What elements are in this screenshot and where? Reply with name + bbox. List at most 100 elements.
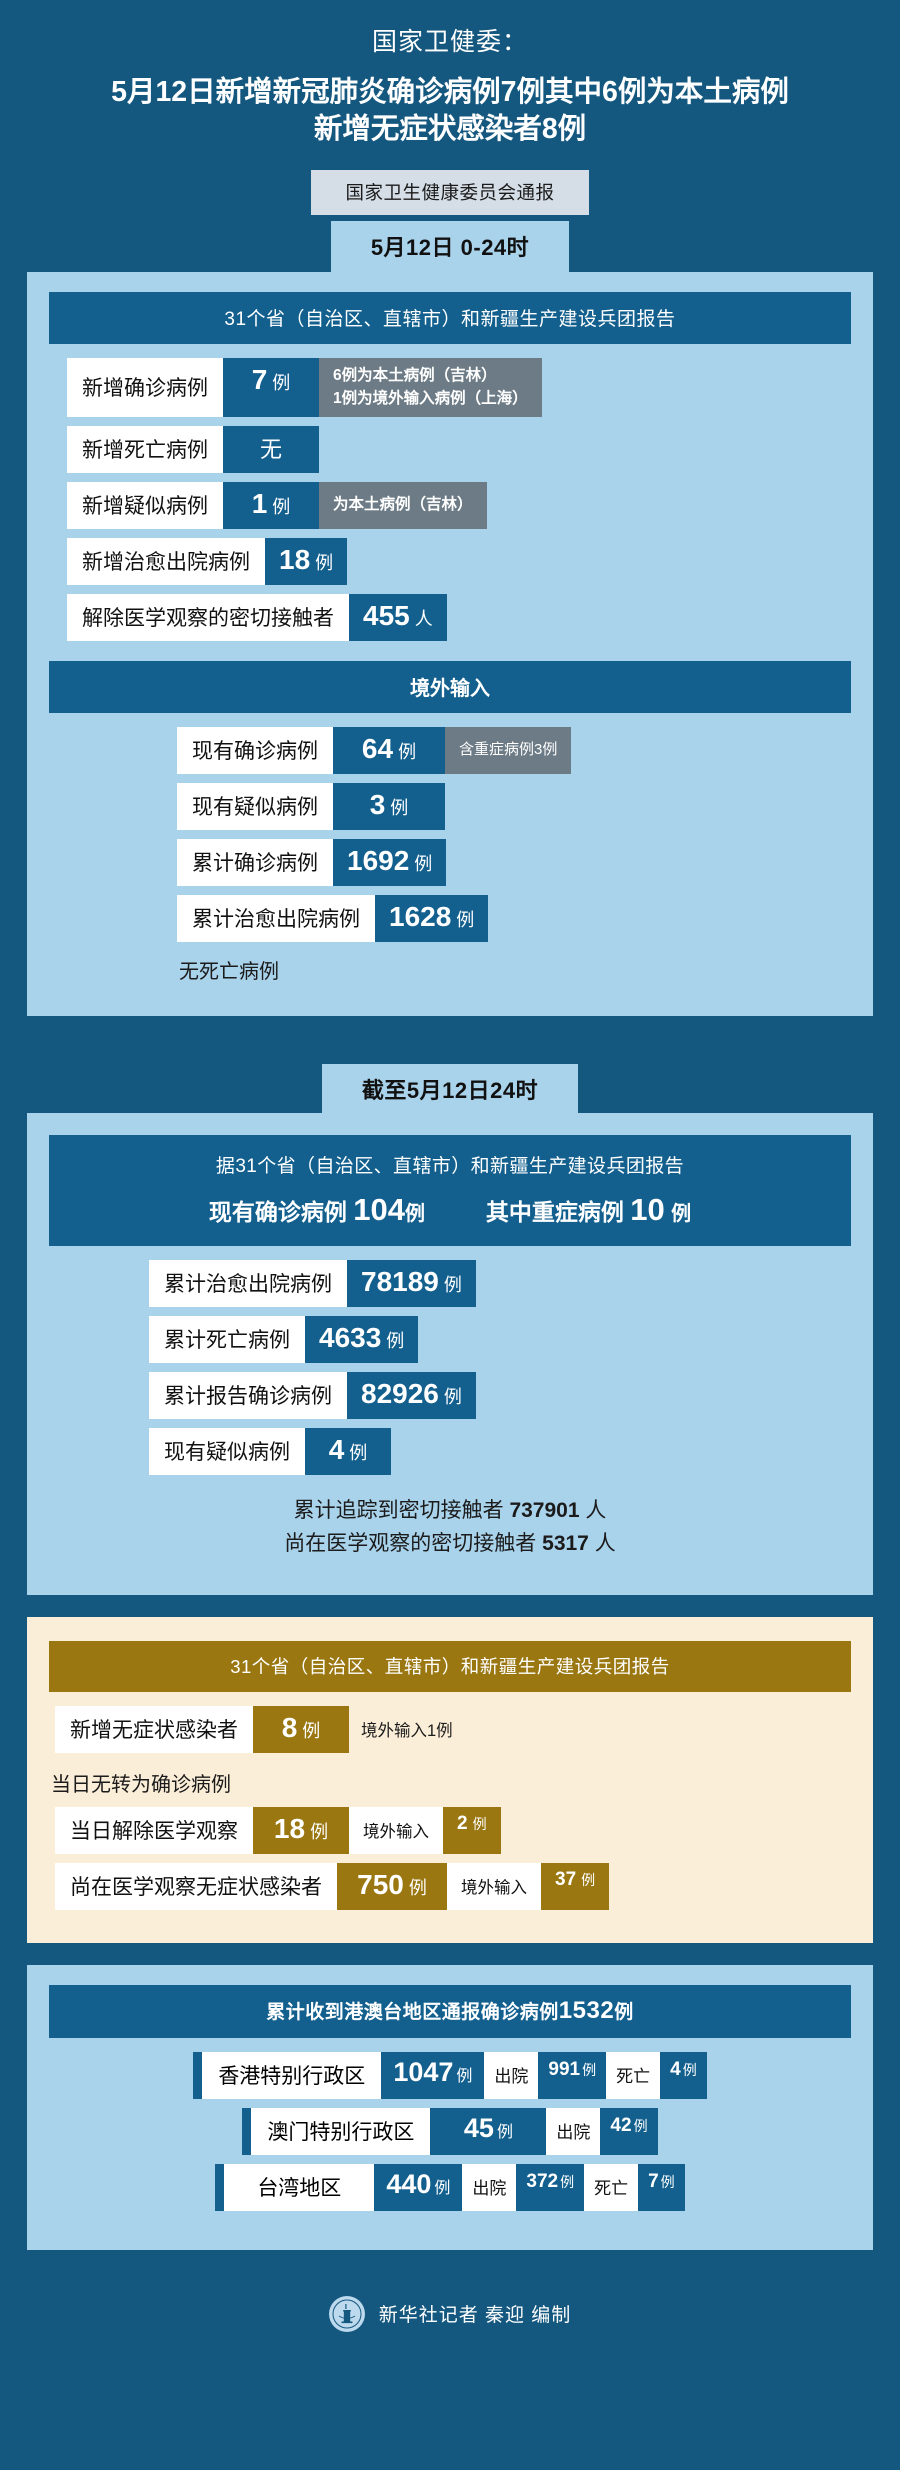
contacts-line-2: 尚在医学观察的密切接触者 5317 人 — [49, 1527, 851, 1561]
row-number: 78189 — [361, 1265, 439, 1297]
row-unit: 例 — [443, 1386, 462, 1407]
row-side-value: 2 例 — [443, 1806, 501, 1854]
region-discharged-label: 出院 — [546, 2107, 601, 2155]
row-unit: 例 — [414, 853, 433, 874]
row-label: 新增无症状感染者 — [55, 1705, 253, 1753]
row-note: 境外输入1例 — [361, 1722, 453, 1741]
headline-line-1: 5月12日新增新冠肺炎确诊病例7例其中6例为本土病例 — [111, 76, 789, 108]
section2-panel: 据31个省（自治区、直辖市）和新疆生产建设兵团报告 现有确诊病例 104例 其中… — [27, 1112, 873, 1595]
section3-banner: 31个省（自治区、直辖市）和新疆生产建设兵团报告 — [49, 1640, 851, 1692]
row-value: 82926 例 — [347, 1371, 476, 1419]
row-value: 1 例 — [223, 481, 319, 529]
section4-panel: 累计收到港澳台地区通报确诊病例1532例 香港特别行政区 1047 例 出院 9… — [27, 1964, 873, 2250]
section2-stat1-label: 现有确诊病例 — [208, 1198, 347, 1225]
table-row: 累计治愈出院病例 1628 例 — [49, 894, 851, 942]
row-side-unit: 例 — [581, 1871, 596, 1888]
contacts-line2-number: 5317 — [542, 1532, 589, 1556]
table-row: 累计治愈出院病例 78189 例 — [49, 1259, 851, 1307]
row-note-line-1: 含重症病例3例 — [459, 740, 558, 758]
row-label: 累计确诊病例 — [177, 838, 333, 886]
section-gap — [0, 1942, 900, 1965]
row-label: 现有疑似病例 — [149, 1427, 305, 1475]
row-label: 新增确诊病例 — [67, 358, 223, 417]
row-unit: 例 — [349, 1442, 368, 1463]
row-value: 4633 例 — [305, 1315, 419, 1363]
section3-panel: 31个省（自治区、直辖市）和新疆生产建设兵团报告 新增无症状感染者 8 例 境外… — [27, 1616, 873, 1943]
imported-footnote: 无死亡病例 — [179, 960, 279, 983]
row-value: 64 例 — [333, 726, 445, 774]
row-number: 4633 — [319, 1321, 382, 1353]
section2-stat1-value: 104 — [353, 1191, 406, 1227]
row-side-label: 境外输入 — [447, 1862, 541, 1910]
section2-stat2-unit: 例 — [671, 1202, 692, 1225]
row-label: 现有疑似病例 — [177, 782, 333, 830]
row-value: 78189 例 — [347, 1259, 476, 1307]
table-row: 新增治愈出院病例 18 例 — [49, 537, 851, 585]
row-side-number: 2 — [457, 1812, 468, 1834]
row-label: 累计报告确诊病例 — [149, 1371, 347, 1419]
section1-date-chip: 5月12日 0-24时 — [330, 221, 570, 273]
row-side-value: 37 例 — [541, 1862, 610, 1910]
contacts-line1-pre: 累计追踪到密切接触者 — [293, 1498, 510, 1522]
row-number: 750 — [357, 1868, 404, 1900]
region-discharged-number: 42 — [610, 2114, 632, 2136]
row-side-number: 37 — [555, 1868, 577, 1890]
section2-header-stats: 现有确诊病例 104例 其中重症病例 10 例 — [59, 1192, 841, 1228]
region-total-unit: 例 — [496, 2123, 513, 2141]
header: 国家卫健委： 5月12日新增新冠肺炎确诊病例7例其中6例为本土病例 新增无症状感… — [0, 0, 900, 154]
region-total: 45 例 — [430, 2107, 547, 2155]
table-row: 当日解除医学观察 18 例 境外输入 2 例 — [49, 1806, 851, 1854]
section4-banner-pre: 累计收到港澳台地区通报确诊病例 — [266, 2001, 559, 2023]
row-unit: 例 — [386, 1330, 405, 1351]
row-number: 7 — [251, 364, 268, 396]
row-label: 现有确诊病例 — [177, 726, 333, 774]
section4-banner-number: 1532 — [558, 1996, 615, 2024]
row-value: 7 例 — [223, 358, 319, 417]
row-unit: 人 — [414, 608, 433, 629]
imported-rows: 现有确诊病例 64 例 含重症病例3例 现有疑似病例 3 例 累计确诊病例 — [49, 726, 851, 986]
row-side-label: 境外输入 — [349, 1806, 443, 1854]
row-number: 82926 — [361, 1377, 439, 1409]
table-row: 累计确诊病例 1692 例 — [49, 838, 851, 886]
contacts-line2-pre: 尚在医学观察的密切接触者 — [284, 1532, 543, 1556]
row-label: 新增治愈出院病例 — [67, 537, 265, 585]
section2-header-banner: 据31个省（自治区、直辖市）和新疆生产建设兵团报告 现有确诊病例 104例 其中… — [49, 1134, 851, 1246]
table-row: 新增疑似病例 1 例 为本土病例（吉林） — [49, 481, 851, 529]
headline-line-2: 新增无症状感染者8例 — [313, 113, 587, 146]
region-discharged-number: 372 — [526, 2170, 559, 2192]
table-row: 香港特别行政区 1047 例 出院 991 例 死亡 4 例 — [49, 2051, 851, 2099]
section4-banner-post: 例 — [614, 2001, 634, 2023]
row-side-unit: 例 — [472, 1815, 487, 1832]
row-note: 6例为本土病例（吉林） 1例为境外输入病例（上海） — [319, 358, 542, 417]
row-label: 尚在医学观察无症状感染者 — [55, 1862, 337, 1910]
region-discharged-unit: 例 — [582, 2061, 597, 2078]
row-label: 累计治愈出院病例 — [177, 894, 375, 942]
region-total-number: 45 — [463, 2112, 494, 2143]
row-value: 1628 例 — [375, 894, 489, 942]
row-label: 当日解除医学观察 — [55, 1806, 253, 1854]
row-label: 新增疑似病例 — [67, 481, 223, 529]
row-label: 解除医学观察的密切接触者 — [67, 593, 349, 641]
section2-contacts: 累计追踪到密切接触者 737901 人 尚在医学观察的密切接触者 5317 人 — [49, 1484, 851, 1565]
section3-freetext: 当日无转为确诊病例 — [51, 1773, 231, 1796]
section1-panel: 31个省（自治区、直辖市）和新疆生产建设兵团报告 新增确诊病例 7 例 6例为本… — [27, 272, 873, 1016]
section2-rows: 累计治愈出院病例 78189 例 累计死亡病例 4633 例 累计报告确诊病例 … — [49, 1259, 851, 1475]
region-discharged-label: 出院 — [462, 2163, 517, 2211]
row-value: 无 — [223, 425, 319, 473]
table-row: 累计死亡病例 4633 例 — [49, 1315, 851, 1363]
section2-stat2-label: 其中重症病例 — [485, 1198, 624, 1225]
row-number: 1692 — [347, 844, 410, 876]
table-row: 累计报告确诊病例 82926 例 — [49, 1371, 851, 1419]
region-deaths-value: 4 例 — [660, 2051, 707, 2099]
region-discharged-value: 372 例 — [516, 2163, 585, 2211]
row-value: 4 例 — [305, 1427, 391, 1475]
region-discharged-value: 991 例 — [538, 2051, 607, 2099]
row-unit: 例 — [272, 373, 291, 394]
table-row: 现有疑似病例 4 例 — [49, 1427, 851, 1475]
row-unit: 例 — [390, 797, 409, 818]
header-headline: 5月12日新增新冠肺炎确诊病例7例其中6例为本土病例 新增无症状感染者8例 — [30, 74, 870, 148]
row-number: 1 — [251, 487, 268, 519]
row-label: 新增死亡病例 — [67, 425, 223, 473]
region-deaths-unit: 例 — [660, 2173, 675, 2190]
